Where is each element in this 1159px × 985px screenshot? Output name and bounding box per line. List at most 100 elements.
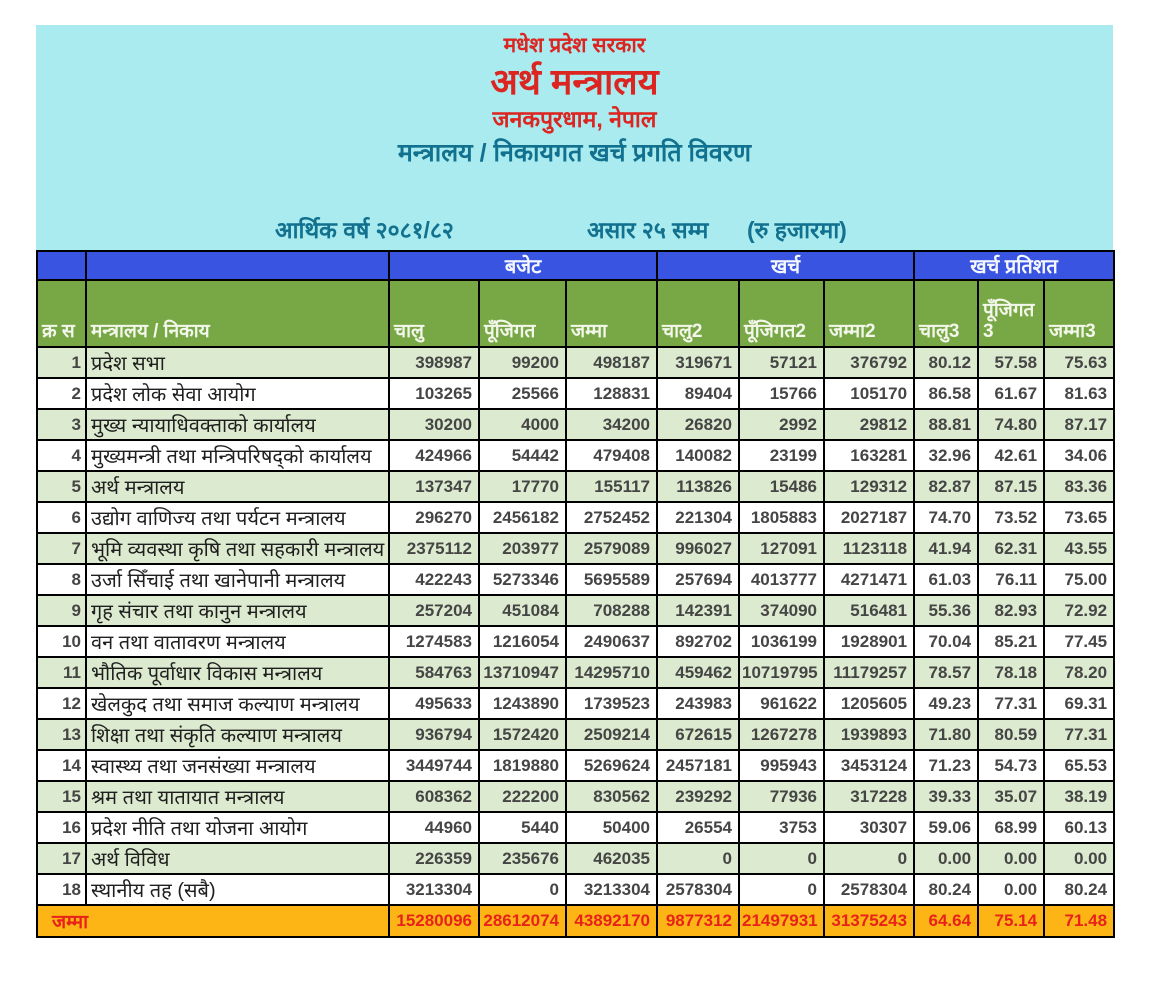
value-cell: 0.00 bbox=[1043, 842, 1116, 875]
group-header-blank-sn bbox=[36, 250, 87, 281]
value-cell: 82.87 bbox=[913, 470, 980, 503]
value-cell: 3213304 bbox=[565, 873, 658, 906]
value-cell: 69.31 bbox=[1043, 687, 1116, 720]
value-cell: 44960 bbox=[388, 811, 480, 844]
row-number: 5 bbox=[36, 470, 87, 503]
ministry-name: स्थानीय तह (सबै) bbox=[85, 873, 390, 906]
table-row: 2 प्रदेश लोक सेवा आयोग 103265 25566 128831 89… bbox=[36, 377, 1116, 410]
value-cell: 2456182 bbox=[478, 501, 567, 534]
row-number: 10 bbox=[36, 625, 87, 658]
value-cell: 54442 bbox=[478, 439, 567, 472]
column-header-total3: जम्मा3 bbox=[1043, 279, 1116, 348]
value-cell: 0 bbox=[822, 842, 916, 875]
row-number: 17 bbox=[36, 842, 87, 875]
column-header-sn: क्र स bbox=[36, 279, 87, 348]
value-cell: 1267278 bbox=[738, 718, 825, 751]
table-row: 15 श्रम तथा यातायात मन्त्रालय 608362 222200… bbox=[36, 780, 1116, 813]
value-cell: 140082 bbox=[656, 439, 740, 472]
value-cell: 4271471 bbox=[822, 563, 916, 596]
ministry-name: उर्जा सिँचाई तथा खानेपानी मन्त्रालय bbox=[85, 563, 390, 596]
total-value: 64.64 bbox=[913, 904, 980, 938]
column-header-capital: पूँजिगत bbox=[478, 279, 567, 348]
value-cell: 61.03 bbox=[913, 563, 980, 596]
value-cell: 105170 bbox=[822, 377, 916, 410]
value-cell: 75.63 bbox=[1043, 346, 1116, 379]
value-cell: 73.52 bbox=[977, 501, 1046, 534]
table-row: 13 शिक्षा तथा संकृति कल्याण मन्त्रालय 9367… bbox=[36, 718, 1116, 751]
ministry-name: प्रदेश सभा bbox=[85, 346, 390, 379]
value-cell: 89404 bbox=[656, 377, 740, 410]
group-header-budget: बजेट bbox=[388, 250, 658, 281]
value-cell: 2752452 bbox=[565, 501, 658, 534]
group-header-blank-name bbox=[85, 250, 390, 281]
column-header-total2: जम्मा2 bbox=[822, 279, 916, 348]
row-number: 4 bbox=[36, 439, 87, 472]
table-row: 10 वन तथा वातावरण मन्त्रालय 1274583 1216054… bbox=[36, 625, 1116, 658]
value-cell: 77.31 bbox=[1043, 718, 1116, 751]
value-cell: 892702 bbox=[656, 625, 740, 658]
table-row: 1 प्रदेश सभा 398987 99200 498187 319671 57121 3… bbox=[36, 346, 1116, 379]
value-cell: 76.11 bbox=[977, 563, 1046, 596]
value-cell: 127091 bbox=[738, 532, 825, 565]
ministry-name: वन तथा वातावरण मन्त्रालय bbox=[85, 625, 390, 658]
value-cell: 451084 bbox=[478, 594, 567, 627]
ministry-name: शिक्षा तथा संकृति कल्याण मन्त्रालय bbox=[85, 718, 390, 751]
value-cell: 3753 bbox=[738, 811, 825, 844]
value-cell: 65.53 bbox=[1043, 749, 1116, 782]
value-cell: 221304 bbox=[656, 501, 740, 534]
unit-label: (रु हजारमा) bbox=[747, 217, 847, 243]
value-cell: 38.19 bbox=[1043, 780, 1116, 813]
value-cell: 4013777 bbox=[738, 563, 825, 596]
ministry-name: उद्योग वाणिज्य तथा पर्यटन मन्त्रालय bbox=[85, 501, 390, 534]
government-title: मधेश प्रदेश सरकार bbox=[503, 34, 646, 57]
value-cell: 29812 bbox=[822, 408, 916, 441]
value-cell: 996027 bbox=[656, 532, 740, 565]
value-cell: 78.18 bbox=[977, 656, 1046, 689]
value-cell: 239292 bbox=[656, 780, 740, 813]
value-cell: 30200 bbox=[388, 408, 480, 441]
value-cell: 34.06 bbox=[1043, 439, 1116, 472]
value-cell: 155117 bbox=[565, 470, 658, 503]
value-cell: 77.45 bbox=[1043, 625, 1116, 658]
value-cell: 15486 bbox=[738, 470, 825, 503]
value-cell: 0 bbox=[738, 842, 825, 875]
report-header: मधेश प्रदेश सरकार अर्थ मन्त्रालय जनकपुरध… bbox=[36, 25, 1113, 251]
value-cell: 961622 bbox=[738, 687, 825, 720]
value-cell: 43.55 bbox=[1043, 532, 1116, 565]
value-cell: 226359 bbox=[388, 842, 480, 875]
row-number: 3 bbox=[36, 408, 87, 441]
value-cell: 99200 bbox=[478, 346, 567, 379]
value-cell: 74.70 bbox=[913, 501, 980, 534]
table-row: 7 भूमि व्यवस्था कृषि तथा सहकारी मन्त्रालय… bbox=[36, 532, 1116, 565]
value-cell: 74.80 bbox=[977, 408, 1046, 441]
group-header-expenditure-percent: खर्च प्रतिशत bbox=[913, 250, 1116, 281]
value-cell: 129312 bbox=[822, 470, 916, 503]
value-cell: 1572420 bbox=[478, 718, 567, 751]
value-cell: 5695589 bbox=[565, 563, 658, 596]
value-cell: 61.67 bbox=[977, 377, 1046, 410]
value-cell: 78.20 bbox=[1043, 656, 1116, 689]
table-row: 12 खेलकुद तथा समाज कल्याण मन्त्रालय 495633… bbox=[36, 687, 1116, 720]
value-cell: 1805883 bbox=[738, 501, 825, 534]
ministry-name: प्रदेश नीति तथा योजना आयोग bbox=[85, 811, 390, 844]
column-header-total: जम्मा bbox=[565, 279, 658, 348]
value-cell: 2457181 bbox=[656, 749, 740, 782]
ministry-name: भूमि व्यवस्था कृषि तथा सहकारी मन्त्रालय bbox=[85, 532, 390, 565]
value-cell: 608362 bbox=[388, 780, 480, 813]
row-number: 12 bbox=[36, 687, 87, 720]
value-cell: 203977 bbox=[478, 532, 567, 565]
value-cell: 0 bbox=[656, 842, 740, 875]
total-value: 28612074 bbox=[478, 904, 567, 938]
value-cell: 32.96 bbox=[913, 439, 980, 472]
fiscal-year-label: आर्थिक वर्ष २०८१/८२ bbox=[275, 217, 454, 243]
value-cell: 41.94 bbox=[913, 532, 980, 565]
value-cell: 30307 bbox=[822, 811, 916, 844]
group-header-row: बजेट खर्च खर्च प्रतिशत bbox=[36, 250, 1116, 281]
value-cell: 0.00 bbox=[977, 842, 1046, 875]
value-cell: 81.63 bbox=[1043, 377, 1116, 410]
table-row: 9 गृह संचार तथा कानुन मन्त्रालय 257204 4510… bbox=[36, 594, 1116, 627]
row-number: 2 bbox=[36, 377, 87, 410]
ministry-name: प्रदेश लोक सेवा आयोग bbox=[85, 377, 390, 410]
ministry-name: खेलकुद तथा समाज कल्याण मन्त्रालय bbox=[85, 687, 390, 720]
value-cell: 62.31 bbox=[977, 532, 1046, 565]
